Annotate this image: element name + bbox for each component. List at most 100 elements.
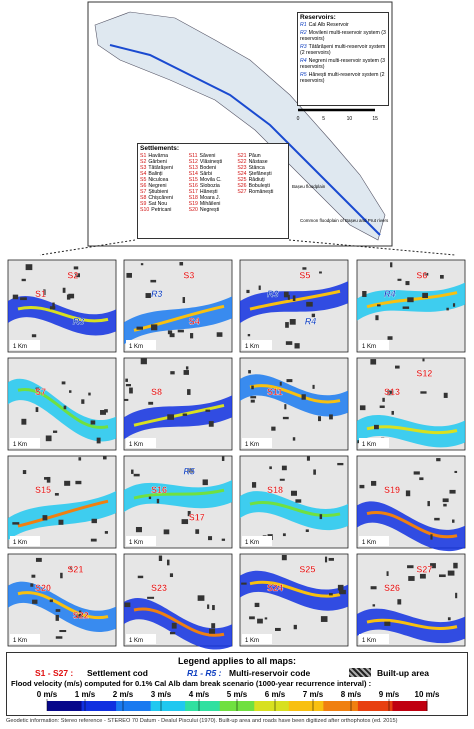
built-up xyxy=(289,319,296,325)
built-up xyxy=(374,424,379,430)
built-up xyxy=(405,281,410,286)
river xyxy=(109,44,381,236)
built-up xyxy=(20,297,27,301)
built-up xyxy=(102,456,107,460)
settlement-item: S13 Bodeni xyxy=(189,165,238,171)
panel-scale: 1 Km xyxy=(245,540,259,546)
panel-scale: 1 Km xyxy=(129,344,143,350)
built-up xyxy=(45,435,52,442)
settlement-item: S8 Chișcăreni xyxy=(140,195,189,201)
flood-area xyxy=(124,296,232,345)
built-up xyxy=(455,592,458,599)
flood-area xyxy=(240,491,348,531)
built-up xyxy=(31,334,37,338)
panel-label: S2 xyxy=(67,270,78,280)
settlement-code: S21 xyxy=(237,153,247,159)
reservoir-name: Movileni multi-reservoir system (3 reser… xyxy=(300,30,386,42)
built-up xyxy=(22,470,27,475)
built-up xyxy=(135,526,142,533)
basin xyxy=(94,11,386,241)
built-up xyxy=(375,315,379,321)
built-up xyxy=(292,437,296,441)
panel-label: S18 xyxy=(267,485,283,495)
colorbar: 0 m/s 1 m/s 2 m/s 3 m/s 4 m/s 5 m/s 6 m/s 7 m/s… xyxy=(37,690,440,711)
settlement-name: Păun xyxy=(248,153,261,159)
built-up xyxy=(306,456,310,461)
built-up xyxy=(405,490,411,497)
panel-scale: 1 Km xyxy=(129,540,143,546)
built-up xyxy=(63,405,67,410)
built-up xyxy=(283,291,289,298)
panel-label: S1 xyxy=(35,289,46,299)
built-up xyxy=(318,416,322,422)
settlement-code: S23 xyxy=(237,165,247,171)
built-up xyxy=(179,262,184,266)
built-up xyxy=(258,285,261,290)
flood-core xyxy=(133,304,225,332)
built-up xyxy=(187,468,194,473)
settlement-name: Negreni xyxy=(148,183,167,189)
built-up xyxy=(156,498,160,504)
built-up xyxy=(446,307,449,311)
reservoir-code: R3 xyxy=(300,44,307,50)
built-up xyxy=(55,609,61,612)
built-up xyxy=(281,465,287,471)
built-up xyxy=(282,416,289,420)
built-up xyxy=(434,517,440,521)
built-up xyxy=(269,466,272,470)
built-up xyxy=(167,330,173,335)
settlement-item: S23 Stânca xyxy=(237,165,286,171)
panel-scale: 1 Km xyxy=(245,442,259,448)
settlement-item: S20 Negrești xyxy=(189,207,238,213)
built-up xyxy=(249,616,255,620)
panel-label: S13 xyxy=(384,387,400,397)
flood-core xyxy=(17,499,109,528)
built-up xyxy=(248,370,251,374)
built-up xyxy=(212,605,215,611)
built-up xyxy=(21,418,27,425)
settlement-code: S15 xyxy=(188,177,198,183)
settlement-code: S20 xyxy=(188,207,198,213)
built-up xyxy=(78,457,82,461)
flood-area xyxy=(357,608,465,644)
settlement-item: S1 Havârna xyxy=(140,153,189,159)
scale-bg xyxy=(242,536,272,546)
built-up xyxy=(44,477,48,480)
settlement-item: S3 Tătărășeni xyxy=(140,165,189,171)
built-up xyxy=(169,631,176,635)
settlement-name: Moara J. xyxy=(199,195,221,201)
built-up xyxy=(211,623,216,629)
built-up xyxy=(58,519,64,525)
built-up xyxy=(55,614,59,621)
flood-core xyxy=(17,306,109,323)
settlement-item: S22 Năstase xyxy=(237,159,286,165)
panel-label: R3 xyxy=(73,316,85,326)
built-up xyxy=(294,343,300,349)
built-up xyxy=(395,365,400,369)
scale-bg xyxy=(359,438,389,448)
built-up xyxy=(55,636,63,639)
panel-scale: 1 Km xyxy=(362,442,376,448)
built-up xyxy=(436,458,441,462)
built-up xyxy=(140,358,147,365)
built-up xyxy=(362,290,367,297)
built-up xyxy=(397,599,402,605)
built-up xyxy=(91,518,97,524)
scale-bg xyxy=(126,438,156,448)
built-up xyxy=(390,262,393,268)
legend-title: Legend applies to all maps: xyxy=(177,656,297,666)
settlement-name: Petricani xyxy=(151,207,172,213)
flood-area xyxy=(124,480,232,513)
built-up xyxy=(279,381,282,386)
built-up xyxy=(452,303,456,307)
color-step xyxy=(323,701,359,711)
built-up xyxy=(275,627,281,631)
panel-label: R3 xyxy=(151,289,163,299)
built-up xyxy=(427,501,430,507)
panel-label: S5 xyxy=(299,270,310,280)
colorbar-label: 6 m/s xyxy=(265,690,286,699)
built-up xyxy=(148,401,154,405)
built-up xyxy=(79,610,82,617)
color-step xyxy=(357,701,393,711)
built-up xyxy=(247,334,251,337)
